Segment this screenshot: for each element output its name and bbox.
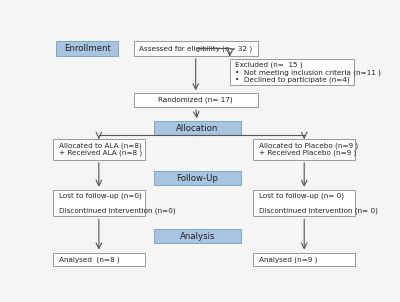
Text: Assessed for eligibility (n= 32 ): Assessed for eligibility (n= 32 ): [139, 45, 252, 52]
Text: Lost to follow-up (n=0)

Discontinued intervention (n=0): Lost to follow-up (n=0) Discontinued int…: [59, 193, 175, 214]
Text: Randomized (n= 17): Randomized (n= 17): [158, 97, 233, 104]
Text: Analysis: Analysis: [180, 232, 215, 241]
Text: Allocated to ALA (n=8)
+ Received ALA (n=8 ): Allocated to ALA (n=8) + Received ALA (n…: [59, 143, 142, 156]
FancyBboxPatch shape: [253, 190, 355, 217]
FancyBboxPatch shape: [230, 59, 354, 85]
Text: Allocation: Allocation: [176, 124, 218, 133]
FancyBboxPatch shape: [56, 41, 118, 56]
Text: Enrollment: Enrollment: [64, 44, 111, 53]
Text: Lost to follow-up (n= 0)

Discontinued intervention (n= 0): Lost to follow-up (n= 0) Discontinued in…: [259, 193, 378, 214]
FancyBboxPatch shape: [53, 190, 144, 217]
Text: Allocated to Placebo (n=9 )
+ Received Placebo (n=9 ): Allocated to Placebo (n=9 ) + Received P…: [259, 143, 358, 156]
FancyBboxPatch shape: [53, 252, 144, 266]
Text: Analysed  (n=8 ): Analysed (n=8 ): [59, 256, 119, 263]
Text: Follow-Up: Follow-Up: [176, 174, 218, 183]
FancyBboxPatch shape: [253, 252, 355, 266]
Text: Excluded (n=  15 )
•  Not meeting inclusion criteria (n=11 )
•  Declined to part: Excluded (n= 15 ) • Not meeting inclusio…: [235, 62, 381, 83]
FancyBboxPatch shape: [53, 139, 144, 160]
FancyBboxPatch shape: [134, 93, 258, 107]
FancyBboxPatch shape: [253, 139, 355, 160]
FancyBboxPatch shape: [154, 229, 241, 243]
FancyBboxPatch shape: [154, 171, 241, 185]
FancyBboxPatch shape: [154, 121, 241, 135]
FancyBboxPatch shape: [134, 41, 258, 56]
Text: Analysed (n=9 ): Analysed (n=9 ): [259, 256, 317, 263]
